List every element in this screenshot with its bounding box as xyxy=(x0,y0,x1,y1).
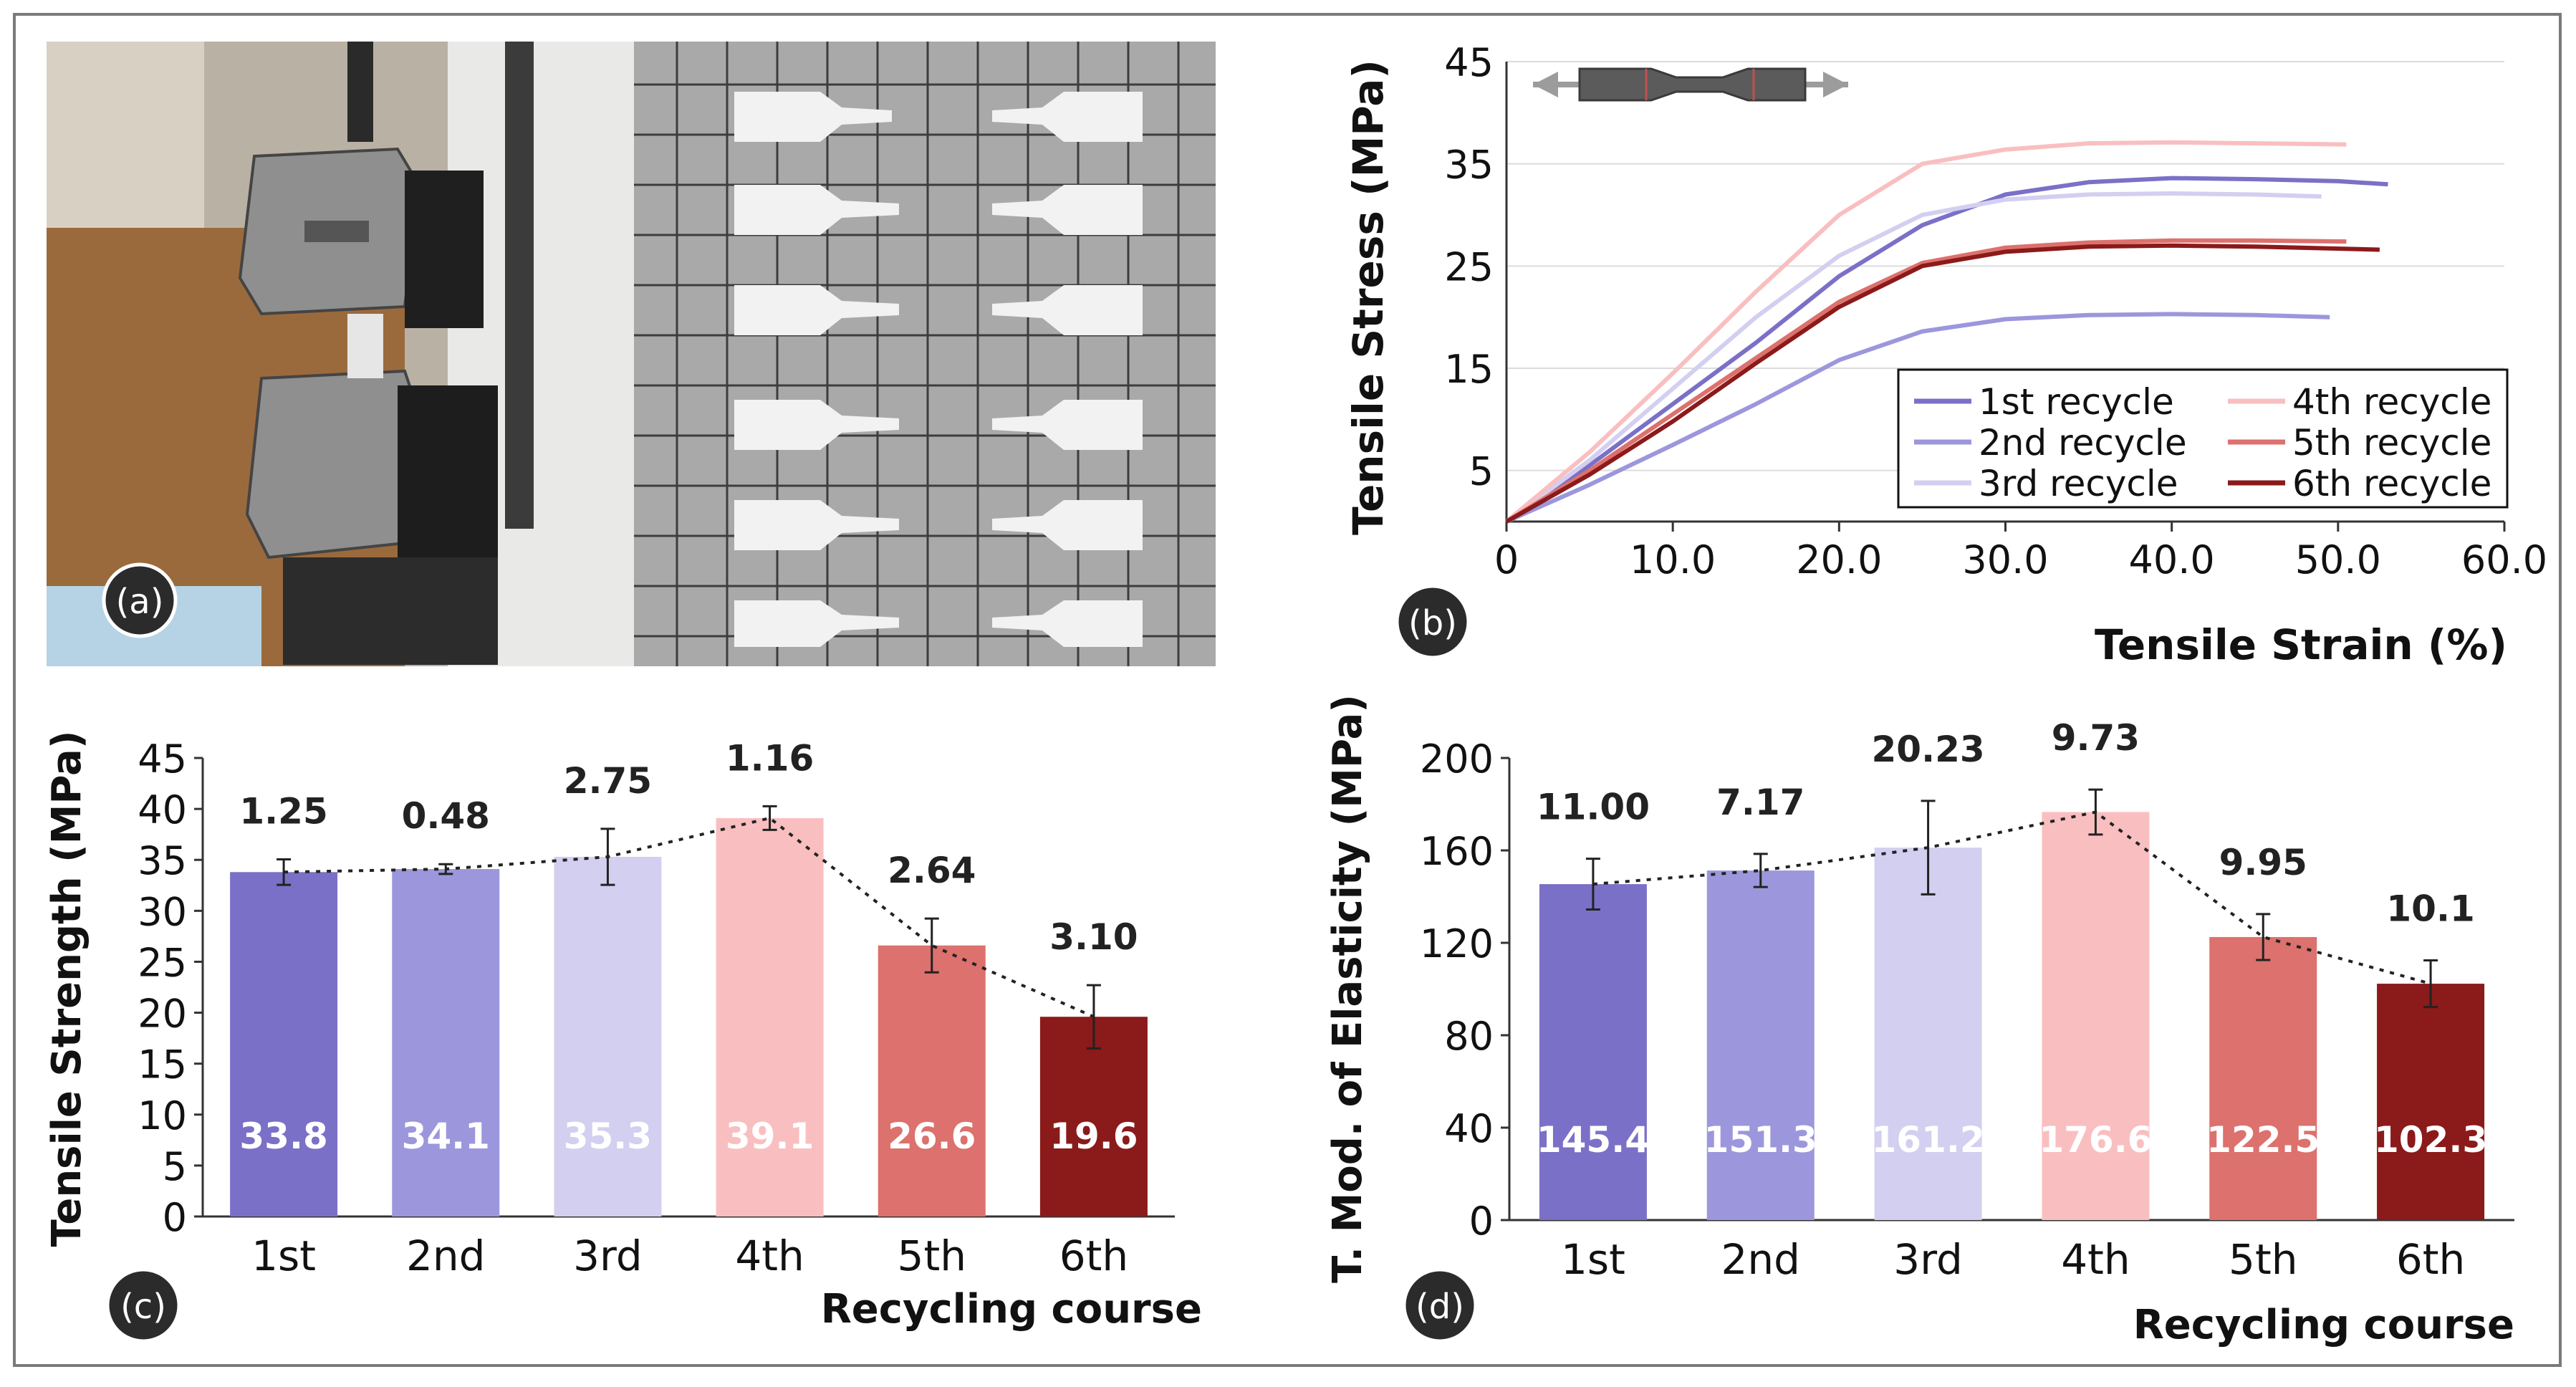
tensile-test-photo: (a) xyxy=(47,42,1216,666)
panel-a-badge xyxy=(102,562,178,638)
photo-illustration: (a) xyxy=(47,42,1216,666)
grid-board xyxy=(634,42,1216,666)
dogbone-specimens xyxy=(734,92,1143,647)
lower-grip xyxy=(245,369,421,560)
panel-a-label: (a) xyxy=(116,582,164,622)
specimen-in-grip xyxy=(347,314,383,378)
